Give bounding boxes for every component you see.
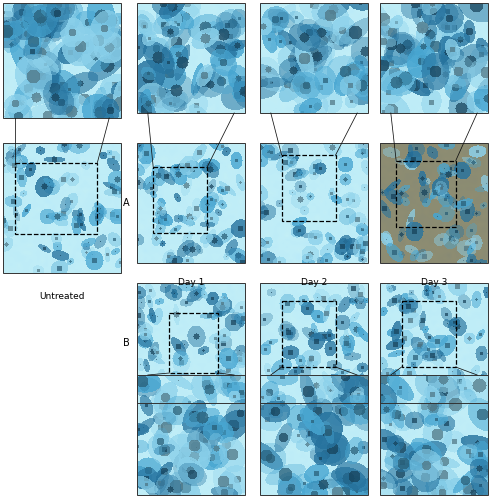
Bar (3, 143, 121, 273)
Bar (401, 301, 456, 367)
Bar (380, 375, 488, 495)
Text: B: B (123, 338, 130, 348)
Bar (169, 313, 218, 373)
Bar (3, 3, 121, 118)
Bar (380, 143, 488, 263)
Bar (137, 143, 245, 263)
Bar (380, 283, 488, 403)
Text: Day 2: Day 2 (301, 278, 327, 287)
Bar (396, 161, 456, 227)
Bar (260, 3, 368, 113)
Text: Untreated: Untreated (39, 292, 85, 301)
Bar (137, 283, 245, 403)
Text: Day 1: Day 1 (178, 278, 204, 287)
Bar (281, 155, 336, 221)
Bar (380, 3, 488, 113)
Bar (153, 167, 207, 233)
Bar (260, 283, 368, 403)
Bar (281, 301, 336, 367)
Bar (137, 375, 245, 495)
Text: Day 3: Day 3 (421, 278, 447, 287)
Bar (15, 162, 97, 234)
Bar (260, 143, 368, 263)
Bar (260, 375, 368, 495)
Bar (137, 3, 245, 113)
Text: A: A (123, 198, 130, 208)
